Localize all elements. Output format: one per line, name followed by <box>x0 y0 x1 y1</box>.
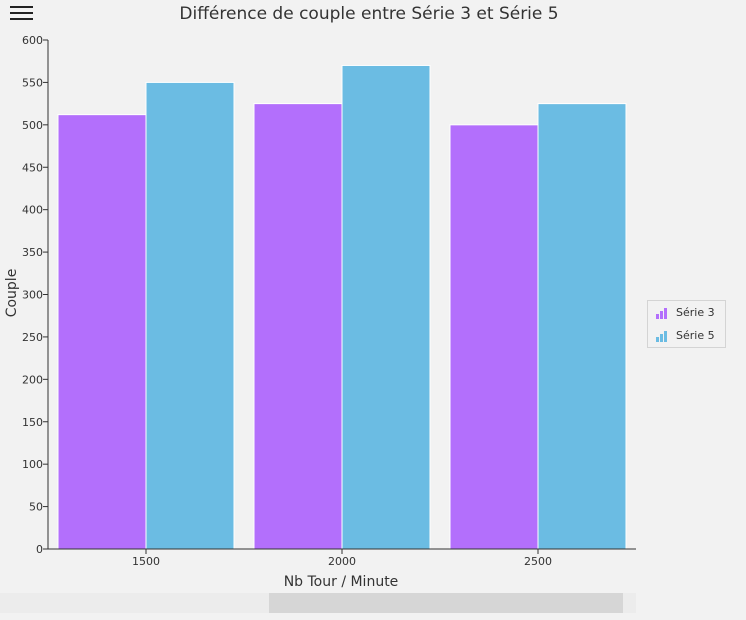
x-tick-label: 2000 <box>328 555 356 568</box>
legend-label: Série 3 <box>676 306 715 319</box>
bar-s-rie-5-2500[interactable] <box>537 103 627 550</box>
x-tick-label: 2500 <box>524 555 552 568</box>
legend-label: Série 5 <box>676 329 715 342</box>
y-tick-label: 100 <box>22 458 43 471</box>
bar-s-rie-3-1500[interactable] <box>57 114 147 550</box>
chart-title: Différence de couple entre Série 3 et Sé… <box>179 4 559 24</box>
hamburger-menu-icon[interactable] <box>10 6 34 22</box>
y-axis-label: Couple <box>4 269 20 318</box>
y-tick-label: 550 <box>22 76 43 89</box>
y-tick-label: 400 <box>22 204 43 217</box>
y-tick-label: 600 <box>22 34 43 47</box>
y-tick-label: 0 <box>36 543 43 556</box>
y-tick-label: 350 <box>22 246 43 259</box>
y-tick-label: 150 <box>22 416 43 429</box>
y-tick-label: 500 <box>22 119 43 132</box>
bar-s-rie-5-2000[interactable] <box>341 64 431 550</box>
bar-s-rie-3-2000[interactable] <box>253 103 343 550</box>
x-tick-label: 1500 <box>132 555 160 568</box>
y-tick-label: 200 <box>22 373 43 386</box>
y-tick-label: 250 <box>22 331 43 344</box>
scrollbar-thumb[interactable] <box>269 593 623 613</box>
bar-s-rie-5-1500[interactable] <box>145 81 235 550</box>
y-tick-label: 50 <box>29 501 43 514</box>
bar-chart-icon <box>656 331 667 342</box>
y-tick-label: 450 <box>22 161 43 174</box>
y-tick-label: 300 <box>22 289 43 302</box>
bar-s-rie-3-2500[interactable] <box>449 124 539 550</box>
bar-chart-icon <box>656 308 667 319</box>
legend: Série 3 Série 5 <box>647 300 726 348</box>
x-axis-label: Nb Tour / Minute <box>284 574 399 590</box>
